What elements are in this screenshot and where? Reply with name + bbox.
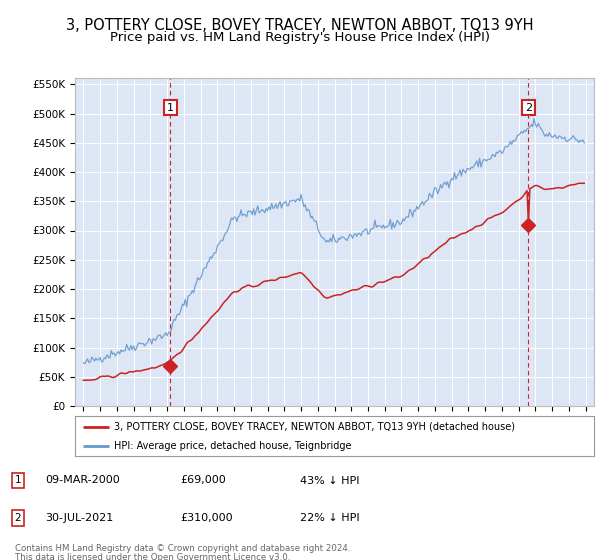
Text: 2: 2 [525, 102, 532, 113]
Text: 3, POTTERY CLOSE, BOVEY TRACEY, NEWTON ABBOT, TQ13 9YH: 3, POTTERY CLOSE, BOVEY TRACEY, NEWTON A… [66, 18, 534, 33]
Text: 1: 1 [167, 102, 174, 113]
Text: HPI: Average price, detached house, Teignbridge: HPI: Average price, detached house, Teig… [114, 441, 352, 450]
Text: 43% ↓ HPI: 43% ↓ HPI [300, 475, 359, 486]
Text: 2: 2 [14, 513, 22, 523]
Text: £69,000: £69,000 [180, 475, 226, 486]
Text: This data is licensed under the Open Government Licence v3.0.: This data is licensed under the Open Gov… [15, 553, 290, 560]
Text: Contains HM Land Registry data © Crown copyright and database right 2024.: Contains HM Land Registry data © Crown c… [15, 544, 350, 553]
Text: Price paid vs. HM Land Registry's House Price Index (HPI): Price paid vs. HM Land Registry's House … [110, 31, 490, 44]
Text: 1: 1 [14, 475, 22, 486]
Text: 3, POTTERY CLOSE, BOVEY TRACEY, NEWTON ABBOT, TQ13 9YH (detached house): 3, POTTERY CLOSE, BOVEY TRACEY, NEWTON A… [114, 422, 515, 432]
Text: 30-JUL-2021: 30-JUL-2021 [45, 513, 113, 523]
Text: 09-MAR-2000: 09-MAR-2000 [45, 475, 120, 486]
Text: £310,000: £310,000 [180, 513, 233, 523]
Text: 22% ↓ HPI: 22% ↓ HPI [300, 513, 359, 523]
